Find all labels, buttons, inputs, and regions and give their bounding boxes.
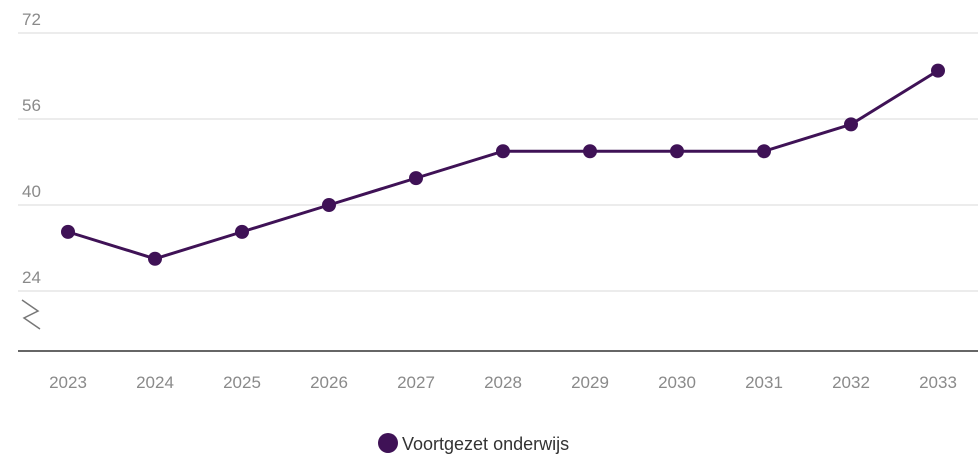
- x-tick-label: 2027: [397, 373, 435, 392]
- y-tick-label: 40: [22, 182, 41, 201]
- y-tick-label: 56: [22, 96, 41, 115]
- legend-label: Voortgezet onderwijs: [402, 434, 569, 454]
- x-tick-label: 2023: [49, 373, 87, 392]
- point: [931, 63, 945, 78]
- point: [235, 224, 249, 239]
- x-tick-label: 2026: [310, 373, 348, 392]
- point: [583, 144, 597, 159]
- point: [409, 171, 423, 186]
- x-tick-label: 2030: [658, 373, 696, 392]
- x-tick-label: 2028: [484, 373, 522, 392]
- point: [148, 251, 162, 266]
- point: [757, 144, 771, 159]
- x-tick-label: 2029: [571, 373, 609, 392]
- y-tick-label: 24: [22, 268, 41, 287]
- x-tick-label: 2025: [223, 373, 261, 392]
- legend-swatch: [378, 433, 398, 453]
- point: [322, 198, 336, 212]
- point: [670, 144, 684, 159]
- point: [496, 144, 510, 159]
- x-tick-label: 2033: [919, 373, 957, 392]
- line: [67, 69, 939, 261]
- y-tick-label: 72: [22, 10, 41, 29]
- point: [844, 117, 858, 132]
- point: [61, 224, 75, 239]
- axis-break: [21, 299, 41, 330]
- x-tick-label: 2031: [745, 373, 783, 392]
- x-tick-label: 2032: [832, 373, 870, 392]
- x-tick-label: 2024: [136, 373, 174, 392]
